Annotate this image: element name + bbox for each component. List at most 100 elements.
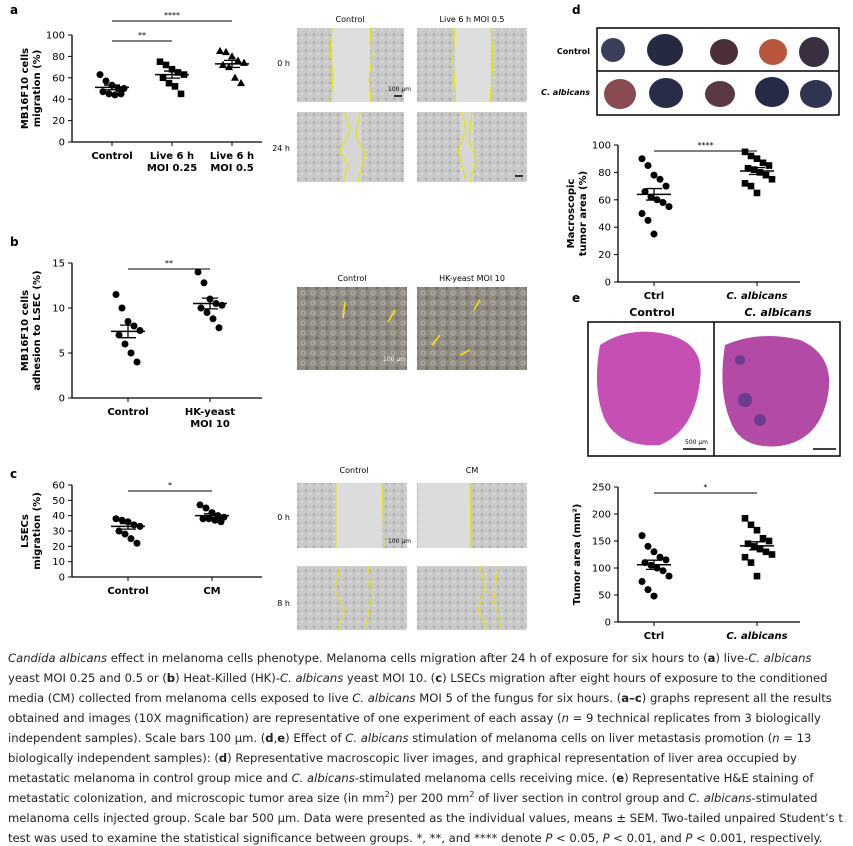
scale-label: 100 µm: [388, 86, 411, 93]
data-point: [216, 46, 224, 55]
y-tick-label: 50: [598, 591, 611, 602]
row-label: Control: [557, 47, 590, 56]
caption-text: e: [616, 771, 625, 785]
data-point: [105, 90, 113, 98]
caption-text: 2: [469, 790, 475, 800]
row-label: 0 h: [277, 513, 290, 522]
x-tick-label: CM: [203, 586, 220, 597]
data-point: [217, 518, 225, 526]
x-tick-label: Ctrl: [644, 291, 664, 302]
caption-text: -stimulated melanoma cells injected grou…: [8, 791, 843, 845]
caption-text: < 0.001, respectively.: [692, 831, 823, 845]
data-point: [741, 515, 749, 522]
data-point: [121, 340, 129, 348]
significance-label: **: [165, 259, 173, 268]
y-axis-label: LSECsmigration (%): [20, 492, 43, 570]
caption-text: ) Representative macroscopic liver image…: [8, 751, 797, 785]
data-point: [237, 78, 245, 87]
y-tick-label: 0: [605, 618, 611, 629]
y-tick-label: 20: [52, 116, 65, 127]
y-tick-label: 30: [52, 527, 65, 538]
sem-bar: [202, 297, 218, 310]
data-point: [209, 315, 217, 323]
data-point: [200, 279, 208, 287]
data-point: [647, 193, 655, 201]
data-point: [112, 515, 120, 523]
data-point: [118, 516, 126, 524]
caption-text: < 0.01, and: [609, 831, 686, 845]
data-point: [222, 47, 230, 56]
data-point: [753, 189, 761, 197]
y-tick-label: 40: [52, 95, 65, 106]
data-point: [177, 90, 185, 98]
data-point: [638, 578, 646, 585]
data-point: [741, 553, 749, 561]
significance-label: ****: [164, 11, 180, 20]
data-point: [96, 71, 104, 79]
scale-label: 500 µm: [685, 439, 708, 446]
y-tick-label: 0: [59, 573, 65, 584]
scratch-images-c: [297, 482, 527, 631]
panel-letter: b: [10, 235, 19, 249]
histology-images-e: [587, 321, 841, 457]
data-point: [638, 155, 646, 163]
data-point: [650, 548, 658, 556]
column-label: C. albicans: [744, 306, 812, 319]
panel-letter: c: [10, 467, 17, 481]
sem-bar: [749, 166, 765, 176]
panel-letter: e: [572, 291, 580, 305]
caption-text: c: [435, 671, 443, 685]
data-point: [768, 175, 776, 183]
caption-text: = 9 technical replicates from 3 biologic…: [8, 711, 821, 745]
y-tick-label: 100: [592, 564, 611, 575]
sem-bar: [749, 541, 765, 551]
y-axis-label: MB16F10 cellsmigration (%): [20, 48, 43, 129]
caption-text: effect in melanoma cells phenotype. Mela…: [107, 651, 708, 665]
data-point: [747, 521, 755, 529]
data-point: [240, 58, 248, 66]
data-point: [750, 166, 758, 173]
figure: Control Live 6 h MOI 0.5 0 h 24 h 100 µm…: [10, 3, 841, 642]
data-point: [744, 164, 752, 172]
caption-text: ) per 200 mm: [389, 791, 470, 805]
data-point: [118, 304, 126, 312]
sem-bar: [204, 513, 220, 519]
caption-text: b: [166, 671, 176, 685]
x-tick-label: Control: [107, 407, 148, 418]
sem-bar: [120, 522, 136, 530]
data-point: [165, 79, 173, 87]
data-point: [656, 553, 664, 561]
data-point: [112, 291, 120, 298]
y-tick-label: 40: [598, 223, 611, 234]
caption-text: n: [561, 711, 569, 725]
caption-text: C. albicans: [280, 671, 344, 685]
data-point: [130, 521, 138, 529]
caption-text: -stimulated melanoma cells receiving mic…: [354, 771, 617, 785]
y-tick-label: 20: [52, 542, 65, 553]
caption-text: ) Heat-Killed (HK)-: [175, 671, 280, 685]
x-tick-label: Live 6 h MOI 0.5: [210, 151, 254, 174]
data-point: [174, 69, 182, 76]
data-point: [662, 182, 670, 190]
data-point: [753, 155, 761, 162]
data-point: [115, 331, 123, 339]
data-point: [747, 559, 755, 566]
caption-text: of liver section in control group and: [474, 791, 689, 805]
data-point: [638, 532, 646, 540]
data-point: [765, 537, 773, 545]
x-tick-label: HK-yeast MOI 10: [185, 407, 235, 430]
x-tick-label: C. albicans: [726, 291, 787, 302]
data-point: [741, 148, 749, 156]
y-axis-label: Macroscopictumor area (%): [566, 171, 589, 256]
y-tick-label: 10: [52, 557, 65, 568]
data-point: [768, 551, 776, 558]
scratch-images-a: [297, 27, 527, 183]
y-tick-label: 0: [59, 394, 65, 405]
y-tick-label: 40: [52, 511, 65, 522]
caption-text: ) Effect of: [285, 731, 346, 745]
caption-text: ) graphs represent all the results obtai…: [8, 691, 832, 725]
sem-bar: [164, 70, 180, 79]
y-axis-label: MB16F10 cellsadhesion to LSEC (%): [20, 270, 43, 390]
column-label: Live 6 h MOI 0.5: [440, 15, 505, 24]
data-point: [225, 62, 233, 71]
